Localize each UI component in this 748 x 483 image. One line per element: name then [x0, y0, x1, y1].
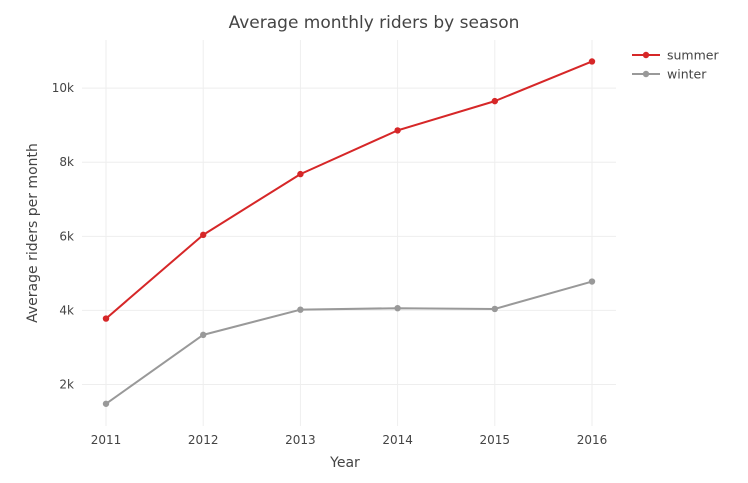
- y-tick-label: 8k: [59, 155, 74, 169]
- gridlines: [82, 40, 616, 426]
- legend-marker: [642, 70, 650, 78]
- legend-label: winter: [667, 67, 707, 82]
- data-point-winter[interactable]: [102, 400, 110, 407]
- x-tick-label: 2015: [480, 433, 511, 447]
- data-point-winter[interactable]: [588, 278, 596, 285]
- x-axis-ticks: 2011 2012 2013 2014 2015 2016: [91, 433, 608, 447]
- data-point-winter[interactable]: [200, 331, 207, 339]
- legend[interactable]: summer winter: [632, 48, 719, 82]
- legend-item-winter[interactable]: winter: [632, 67, 707, 82]
- data-point-summer[interactable]: [394, 127, 401, 134]
- data-point-winter[interactable]: [491, 305, 498, 313]
- x-tick-label: 2014: [382, 433, 413, 447]
- data-point-summer[interactable]: [491, 97, 498, 105]
- legend-item-summer[interactable]: summer: [632, 48, 719, 63]
- y-axis-ticks: 2k 4k 6k 8k 10k: [52, 81, 74, 391]
- y-axis-title: Average riders per month: [25, 143, 41, 323]
- chart-title: Average monthly riders by season: [229, 13, 520, 33]
- data-point-winter[interactable]: [297, 306, 304, 313]
- series-lines: [102, 58, 596, 407]
- data-point-summer[interactable]: [200, 231, 207, 239]
- x-axis-title: Year: [329, 455, 360, 471]
- series-line-summer[interactable]: [105, 60, 593, 320]
- legend-label: summer: [667, 48, 719, 63]
- data-point-summer[interactable]: [297, 170, 304, 178]
- y-tick-label: 4k: [59, 303, 74, 317]
- y-tick-label: 6k: [59, 229, 74, 243]
- legend-marker: [642, 51, 650, 59]
- data-point-summer[interactable]: [102, 315, 110, 322]
- y-tick-label: 10k: [52, 81, 74, 95]
- x-tick-label: 2011: [91, 433, 122, 447]
- series-line-winter[interactable]: [105, 280, 593, 405]
- y-tick-label: 2k: [59, 378, 74, 392]
- x-tick-label: 2013: [285, 433, 316, 447]
- x-tick-label: 2012: [188, 433, 219, 447]
- x-tick-label: 2016: [577, 433, 608, 447]
- data-point-winter[interactable]: [394, 304, 401, 312]
- data-point-summer[interactable]: [588, 58, 596, 65]
